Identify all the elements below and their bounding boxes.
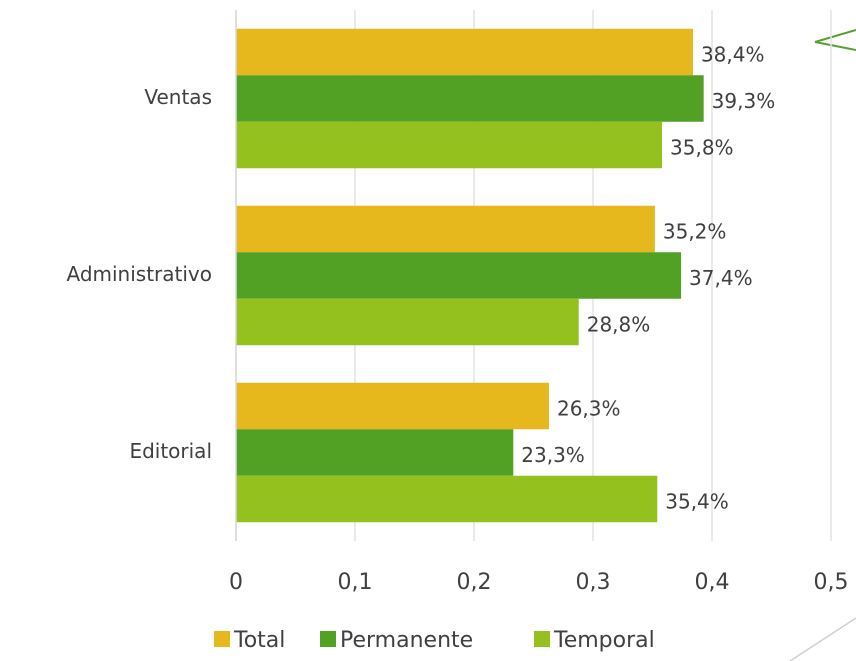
x-tick-label: 0,2 [457,570,492,595]
bar [236,28,693,76]
x-tick-label: 0,5 [814,570,849,595]
bar [236,429,514,476]
legend-label: Total [233,628,285,653]
bar [236,475,658,523]
bar [236,252,682,299]
data-label: 35,8% [670,136,734,160]
x-tick-label: 0,3 [576,570,611,595]
bar [236,298,579,346]
data-label: 35,2% [663,220,727,244]
x-tick-label: 0,1 [338,570,373,595]
data-label: 38,4% [701,43,765,67]
x-tick-label: 0,4 [695,570,730,595]
bar [236,382,549,430]
data-label: 26,3% [557,397,621,421]
data-label: 35,4% [665,490,729,514]
bar [236,205,655,253]
legend-swatch [534,631,550,647]
legend-swatch [320,631,336,647]
y-tick-label: Ventas [144,85,212,109]
y-tick-label: Administrativo [66,262,212,286]
data-label: 23,3% [521,443,585,467]
data-label: 39,3% [712,89,776,113]
data-label: 28,8% [587,313,651,337]
legend-label: Permanente [340,628,473,653]
y-tick-label: Editorial [129,439,212,463]
data-label: 37,4% [689,266,753,290]
legend-label: Temporal [553,628,655,653]
x-tick-label: 0 [229,570,243,595]
bar [236,121,663,169]
decor-arrow [814,29,856,51]
legend-swatch [214,631,230,647]
bar [236,75,704,122]
decor-line [789,617,856,661]
